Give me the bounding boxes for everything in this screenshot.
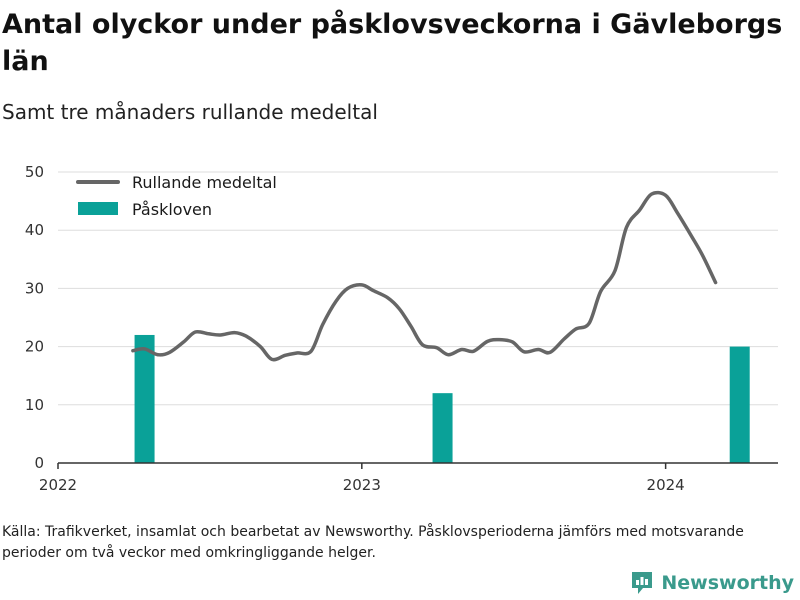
source-note: Källa: Trafikverket, insamlat och bearbe… bbox=[2, 524, 744, 561]
y-axis: 0 10 20 30 40 50 bbox=[25, 163, 44, 472]
chart-subtitle: Samt tre månaders rullande medeltal bbox=[2, 100, 378, 124]
bar-paskloven bbox=[729, 346, 750, 463]
legend: Rullande medeltal Påskloven bbox=[76, 173, 277, 219]
y-tick-label: 0 bbox=[34, 454, 44, 472]
chart-title: Antal olyckor under påsklovsveckorna i G… bbox=[2, 9, 783, 77]
legend-label-line: Rullande medeltal bbox=[132, 173, 277, 192]
chart-area: 0 10 20 30 40 50 2022 2023 2024 Rullande medelt… bbox=[25, 163, 778, 494]
x-tick-label: 2024 bbox=[647, 476, 685, 494]
legend-bar-swatch bbox=[78, 202, 118, 215]
brand-name: Newsworthy bbox=[661, 572, 794, 594]
x-tick-label: 2022 bbox=[39, 476, 77, 494]
y-tick-label: 10 bbox=[25, 396, 44, 414]
y-tick-label: 30 bbox=[25, 279, 44, 297]
x-axis: 2022 2023 2024 bbox=[39, 463, 685, 494]
line-series-rullande-medeltal bbox=[131, 190, 718, 362]
legend-label-bar: Påskloven bbox=[132, 200, 212, 219]
bar-paskloven bbox=[432, 393, 453, 463]
x-tick-label: 2023 bbox=[343, 476, 381, 494]
y-tick-label: 50 bbox=[25, 163, 44, 181]
y-tick-label: 20 bbox=[25, 338, 44, 356]
y-tick-label: 40 bbox=[25, 221, 44, 239]
newsworthy-logo-icon bbox=[632, 572, 653, 594]
bar-paskloven bbox=[134, 334, 155, 463]
bar-series-paskloven bbox=[134, 334, 750, 463]
brand-logo: Newsworthy bbox=[629, 570, 794, 596]
